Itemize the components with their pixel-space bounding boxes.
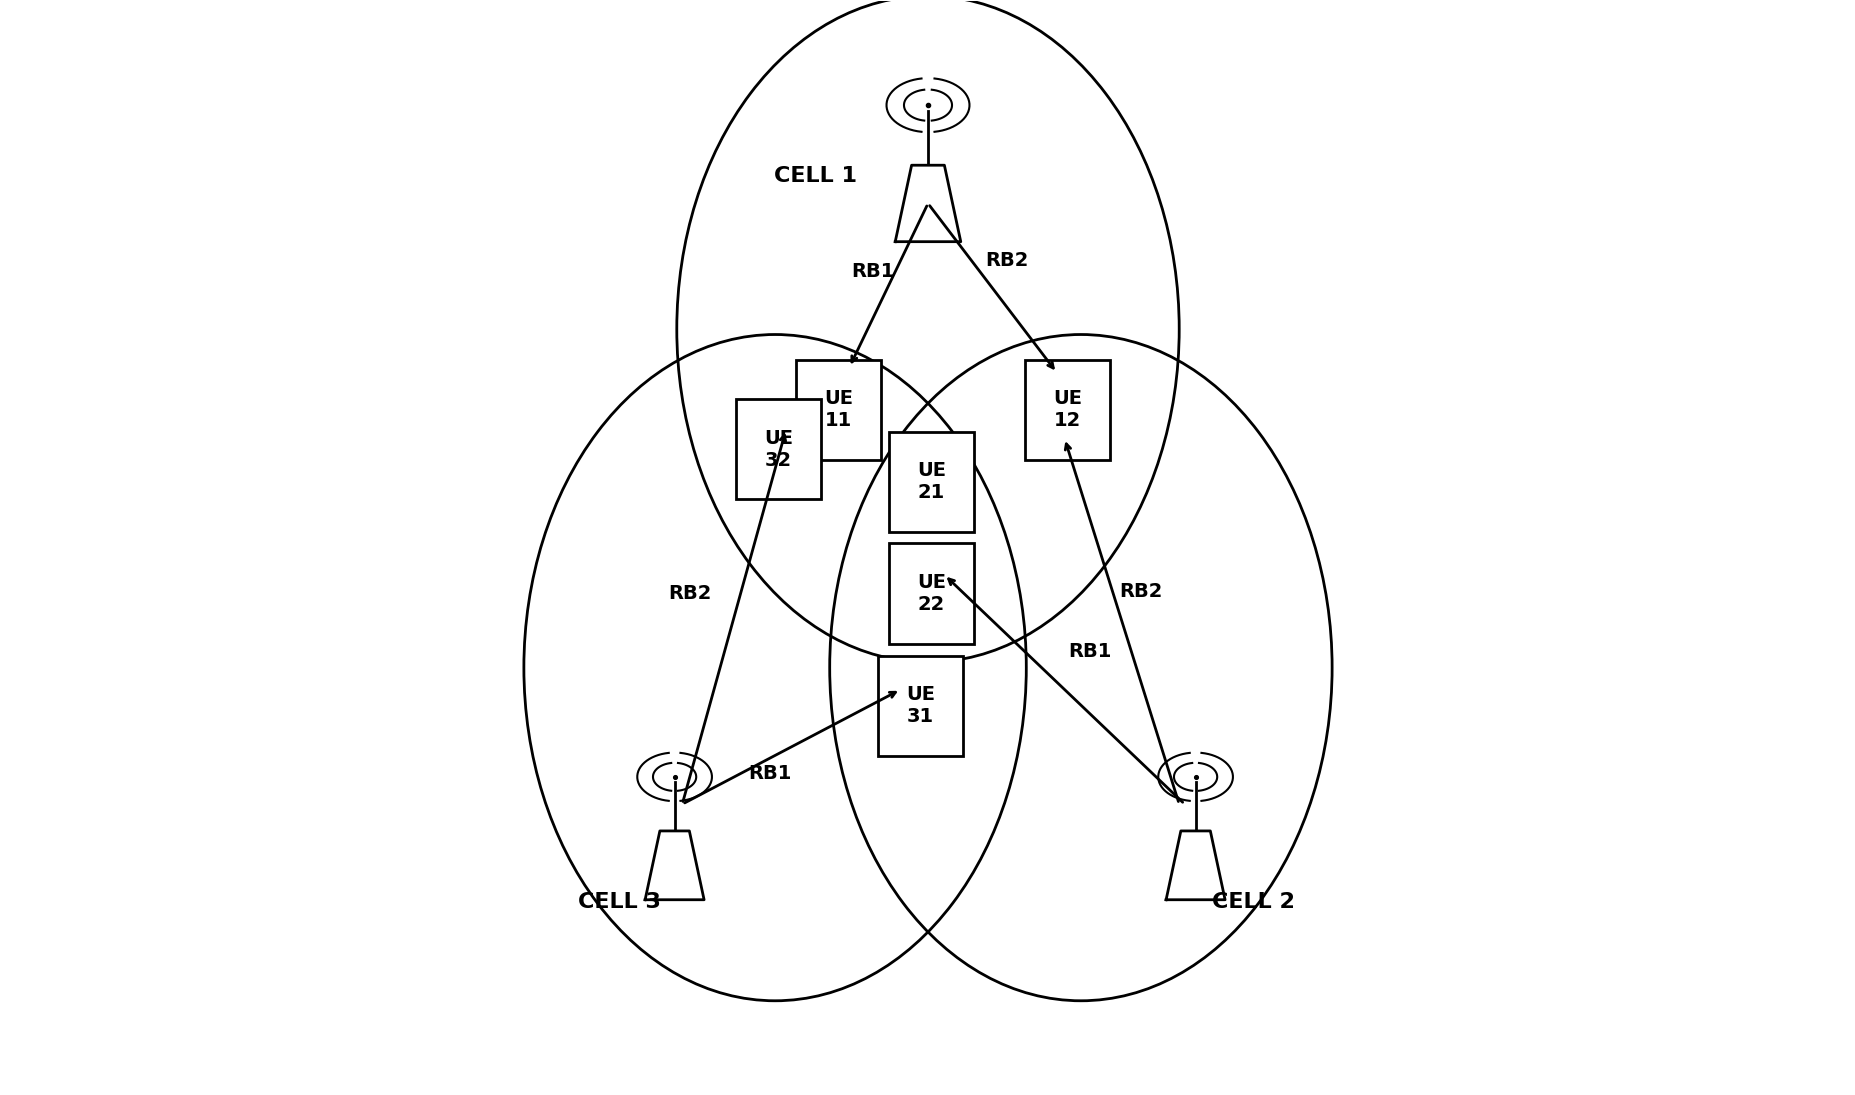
Polygon shape [1165, 831, 1224, 900]
Text: UE
12: UE 12 [1054, 390, 1081, 430]
FancyBboxPatch shape [877, 656, 963, 757]
Text: UE
11: UE 11 [824, 390, 853, 430]
Text: CELL 2: CELL 2 [1211, 892, 1295, 912]
Text: RB1: RB1 [851, 262, 894, 280]
Text: UE
21: UE 21 [916, 461, 946, 503]
Text: RB1: RB1 [1067, 642, 1111, 660]
Text: UE
32: UE 32 [764, 429, 792, 470]
Polygon shape [646, 831, 703, 900]
FancyBboxPatch shape [796, 359, 881, 460]
Text: RB2: RB2 [1119, 581, 1161, 601]
FancyBboxPatch shape [889, 543, 974, 644]
Text: RB1: RB1 [748, 764, 790, 783]
Text: CELL 3: CELL 3 [577, 892, 660, 912]
FancyBboxPatch shape [735, 399, 820, 499]
Text: UE
22: UE 22 [916, 573, 946, 614]
Text: RB2: RB2 [668, 584, 710, 603]
Text: UE
31: UE 31 [905, 685, 935, 726]
FancyBboxPatch shape [889, 431, 974, 532]
Polygon shape [894, 165, 961, 242]
FancyBboxPatch shape [1024, 359, 1109, 460]
Text: RB2: RB2 [985, 251, 1028, 269]
Text: CELL 1: CELL 1 [774, 166, 857, 186]
